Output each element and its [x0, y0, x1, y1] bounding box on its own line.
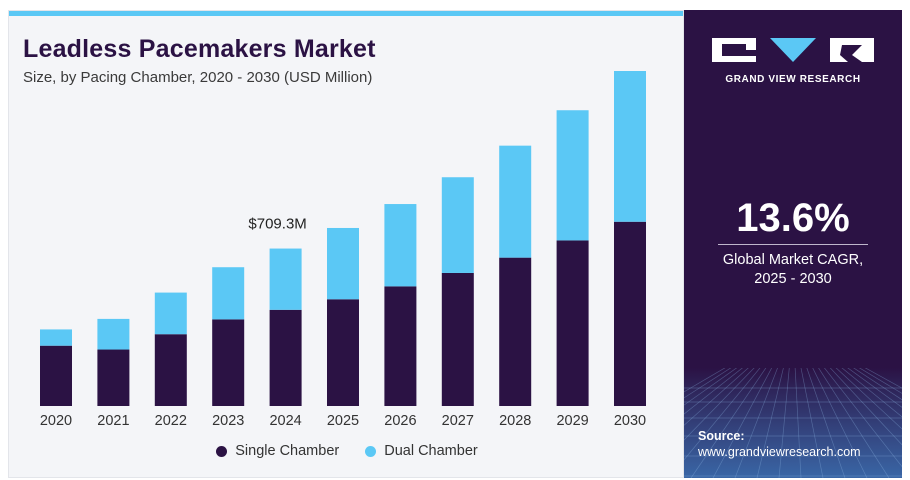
- cagr-label: Global Market CAGR, 2025 - 2030: [684, 251, 902, 289]
- bar-single-chamber-2026: [384, 286, 417, 406]
- chart-subtitle: Size, by Pacing Chamber, 2020 - 2030 (US…: [23, 69, 373, 86]
- bar-single-chamber-2028: [499, 257, 532, 406]
- bar-single-chamber-2029: [556, 240, 589, 406]
- legend-label-dual-chamber: Dual Chamber: [384, 443, 478, 459]
- page-title: Leadless Pacemakers Market: [23, 35, 376, 63]
- bar-dual-chamber-2025: [327, 227, 359, 300]
- grand-view-research-logo: [712, 38, 874, 62]
- source-note: Source: www.grandviewresearch.com: [698, 428, 861, 460]
- bar-dual-chamber-2023: [212, 267, 245, 320]
- source-label: Source:: [698, 429, 745, 443]
- x-tick-label-2030: 2030: [614, 413, 646, 429]
- x-tick-label-2028: 2028: [499, 413, 531, 429]
- x-tick-label-2024: 2024: [269, 413, 301, 429]
- bar-dual-chamber-2026: [384, 204, 417, 287]
- bar-dual-chamber-2024: [269, 248, 302, 310]
- bar-dual-chamber-2022: [154, 292, 187, 335]
- chart-legend: Single Chamber Dual Chamber: [9, 443, 685, 459]
- bar-single-chamber-2030: [614, 221, 646, 406]
- x-tick-label-2020: 2020: [40, 413, 72, 429]
- cagr-value: 13.6%: [736, 196, 850, 240]
- x-tick-label-2026: 2026: [384, 413, 416, 429]
- legend-swatch-dual-chamber: [365, 445, 377, 457]
- bar-dual-chamber-2021: [97, 318, 130, 350]
- x-tick-label-2023: 2023: [212, 413, 244, 429]
- bar-single-chamber-2021: [97, 349, 130, 406]
- bar-chart: 2020 2021 2022 2023 2024 2025 2026 2027 2028 2029…: [40, 71, 646, 429]
- bar-dual-chamber-2027: [441, 177, 474, 273]
- bar-single-chamber-2020: [40, 345, 72, 406]
- bar-single-chamber-2024: [269, 309, 302, 406]
- bar-single-chamber-2023: [212, 319, 245, 406]
- chart-panel: Leadless Pacemakers Market Size, by Paci…: [8, 10, 684, 478]
- source-link[interactable]: www.grandviewresearch.com: [698, 445, 861, 459]
- grid-floor-graphic: [684, 368, 902, 478]
- x-tick-label-2022: 2022: [155, 413, 187, 429]
- bar-single-chamber-2027: [441, 272, 474, 406]
- legend-item-dual-chamber: Dual Chamber: [365, 443, 478, 459]
- bar-single-chamber-2025: [327, 299, 359, 406]
- brand-name: GRAND VIEW RESEARCH: [725, 74, 861, 85]
- sidebar-panel: GRAND VIEW RESEARCH 13.6% Global Market …: [684, 10, 902, 478]
- bar-dual-chamber-2029: [556, 110, 589, 241]
- x-tick-label-2027: 2027: [442, 413, 474, 429]
- bar-dual-chamber-2030: [614, 71, 646, 222]
- bar-single-chamber-2022: [154, 334, 187, 406]
- x-tick-label-2025: 2025: [327, 413, 359, 429]
- legend-label-single-chamber: Single Chamber: [235, 443, 340, 459]
- legend-swatch-single-chamber: [216, 445, 228, 457]
- bar-dual-chamber-2020: [40, 329, 72, 346]
- cagr-label-line2: 2025 - 2030: [754, 271, 832, 287]
- cagr-divider: [718, 244, 868, 245]
- x-tick-label-2029: 2029: [556, 413, 588, 429]
- x-tick-label-2021: 2021: [97, 413, 129, 429]
- cagr-label-line1: Global Market CAGR,: [722, 252, 864, 268]
- legend-item-single-chamber: Single Chamber: [216, 443, 339, 459]
- bar-dual-chamber-2028: [499, 145, 532, 258]
- data-label-2024: $709.3M: [248, 216, 306, 233]
- accent-bar: [9, 11, 683, 16]
